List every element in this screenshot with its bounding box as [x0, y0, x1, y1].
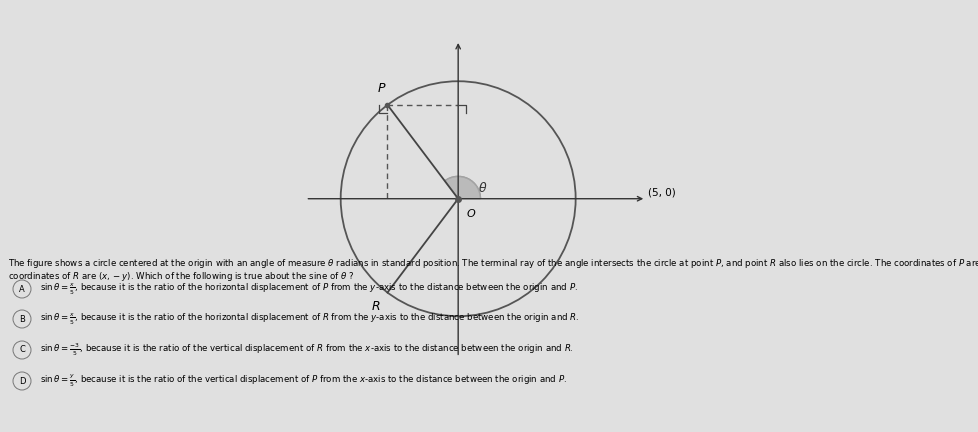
Text: D: D — [19, 377, 25, 385]
Text: $\sin\theta = \frac{y}{5}$, because it is the ratio of the vertical displacement: $\sin\theta = \frac{y}{5}$, because it i… — [40, 373, 566, 389]
Text: coordinates of $R$ are $(x, -y)$. Which of the following is true about the sine : coordinates of $R$ are $(x, -y)$. Which … — [8, 270, 354, 283]
Text: A: A — [20, 285, 24, 293]
Text: O: O — [466, 209, 474, 219]
Text: P: P — [378, 83, 385, 95]
Text: $\sin\theta = \frac{x}{5}$, because it is the ratio of the horizontal displaceme: $\sin\theta = \frac{x}{5}$, because it i… — [40, 311, 579, 327]
Wedge shape — [444, 176, 480, 199]
Text: θ: θ — [478, 181, 486, 195]
Text: B: B — [19, 314, 24, 324]
Text: $\sin\theta = \frac{x}{5}$, because it is the ratio of the horizontal displaceme: $\sin\theta = \frac{x}{5}$, because it i… — [40, 282, 577, 296]
Text: C: C — [19, 346, 24, 355]
Text: (5, 0): (5, 0) — [647, 188, 676, 198]
Text: $\sin\theta = \frac{-3}{5}$, because it is the ratio of the vertical displacemen: $\sin\theta = \frac{-3}{5}$, because it … — [40, 342, 573, 358]
Text: R: R — [371, 300, 379, 313]
Text: The figure shows a circle centered at the origin with an angle of measure $\thet: The figure shows a circle centered at th… — [8, 257, 978, 270]
